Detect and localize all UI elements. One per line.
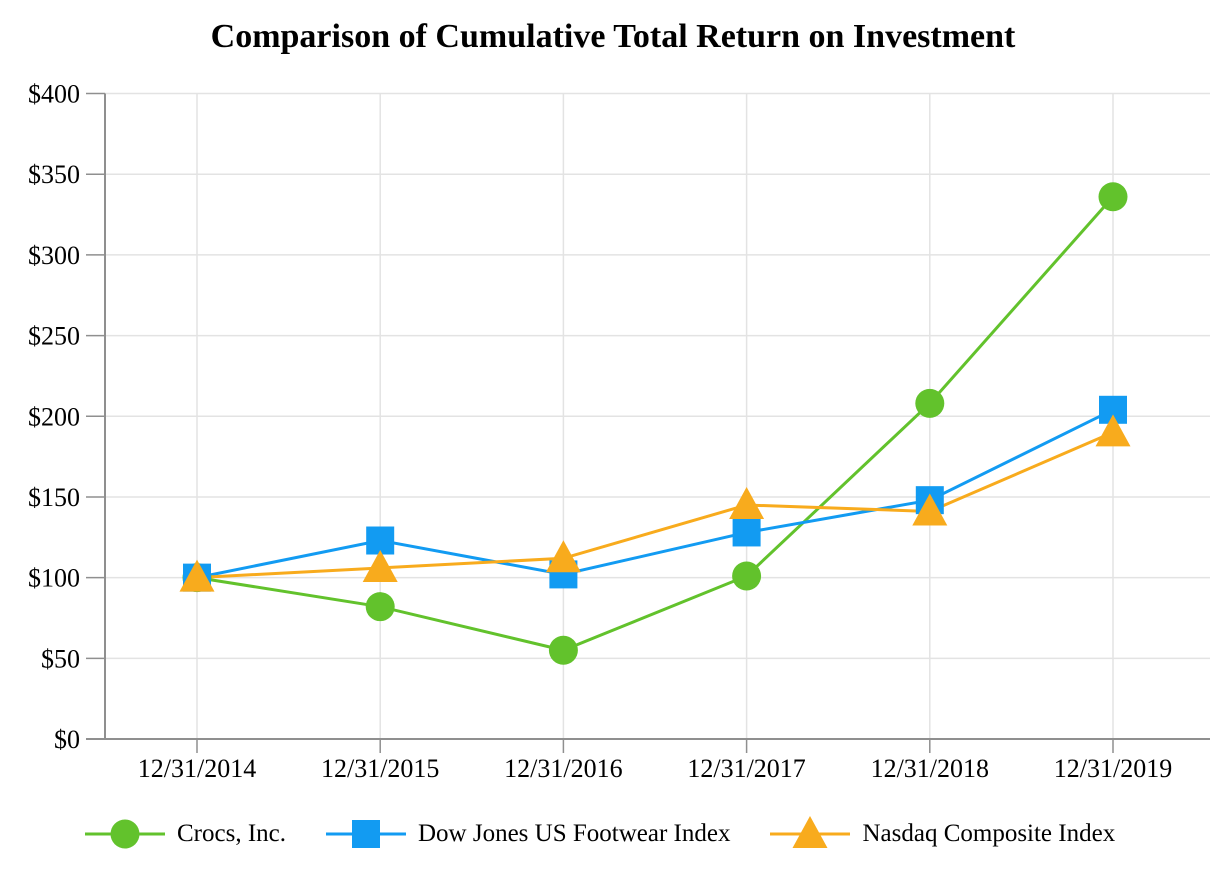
legend-label: Dow Jones US Footwear Index — [418, 820, 731, 847]
marker-crocs-inc-4 — [915, 388, 945, 418]
y-tick-label: $300 — [28, 241, 80, 270]
y-tick-label: $400 — [28, 80, 80, 109]
marker-nasdaq-composite-index-2 — [545, 540, 581, 573]
legend-label: Crocs, Inc. — [177, 820, 286, 847]
series-line-dow-jones-us-footwear-index — [196, 408, 1114, 580]
marker-nasdaq-composite-index-1 — [362, 549, 398, 582]
y-tick-label: $150 — [28, 483, 80, 512]
y-tick-labels: $0 $50 $100 $150 $200 $250 $300 $350 $400 — [28, 80, 80, 755]
series-line-nasdaq-composite-index — [196, 431, 1114, 580]
legend-item-dow-jones: Dow Jones US Footwear Index — [326, 812, 730, 856]
x-tick-label: 12/31/2019 — [1054, 754, 1172, 783]
x-tick-label: 12/31/2017 — [687, 754, 805, 783]
y-tick-label: $250 — [28, 322, 80, 351]
gridlines — [105, 92, 1210, 739]
legend-marker-circle — [110, 819, 140, 849]
marker-dow-jones-us-footwear-index-1 — [366, 526, 395, 555]
marker-crocs-inc-1 — [365, 592, 395, 622]
legend-item-nasdaq: Nasdaq Composite Index — [770, 812, 1115, 856]
marker-nasdaq-composite-index-5 — [1095, 414, 1131, 447]
x-tick-label: 12/31/2015 — [321, 754, 439, 783]
marker-nasdaq-composite-index-4 — [912, 493, 948, 526]
legend-item-crocs: Crocs, Inc. — [85, 812, 286, 856]
series-markers-nasdaq-composite-index — [179, 414, 1131, 592]
y-tick-label: $0 — [54, 725, 80, 754]
legend-marker-square — [352, 820, 380, 848]
line-circle-marker-icon — [85, 819, 165, 849]
marker-crocs-inc-2 — [548, 635, 578, 665]
marker-nasdaq-composite-index-0 — [179, 559, 215, 592]
marker-nasdaq-composite-index-3 — [729, 487, 765, 520]
x-tick-labels: 12/31/2014 12/31/2015 12/31/2016 12/31/2017… — [138, 754, 1172, 783]
legend-label: Nasdaq Composite Index — [862, 820, 1116, 847]
line-chart: $0 $50 $100 $150 $200 $250 $300 $350 $400 12/31/2… — [28, 80, 1210, 783]
line-triangle-marker-icon — [770, 816, 851, 848]
marker-crocs-inc-5 — [1098, 182, 1128, 212]
marker-dow-jones-us-footwear-index-3 — [732, 518, 761, 547]
marker-crocs-inc-3 — [732, 561, 762, 591]
y-tick-label: $100 — [28, 564, 80, 593]
legend: Crocs, Inc. Dow Jones US Footwear Index … — [85, 812, 1115, 856]
legend-marker-triangle — [792, 816, 828, 848]
series-line-crocs-inc — [196, 195, 1115, 652]
x-tick-label: 12/31/2018 — [871, 754, 989, 783]
x-tick-label: 12/31/2014 — [138, 754, 256, 783]
line-square-marker-icon — [326, 820, 406, 848]
series-markers-dow-jones-us-footwear-index — [183, 395, 1127, 592]
y-tick-label: $350 — [28, 160, 80, 189]
axes — [86, 92, 1210, 753]
x-tick-label: 12/31/2016 — [504, 754, 622, 783]
y-tick-label: $50 — [41, 644, 80, 673]
chart-title: Comparison of Cumulative Total Return on… — [210, 18, 1016, 55]
y-tick-label: $200 — [28, 402, 80, 431]
